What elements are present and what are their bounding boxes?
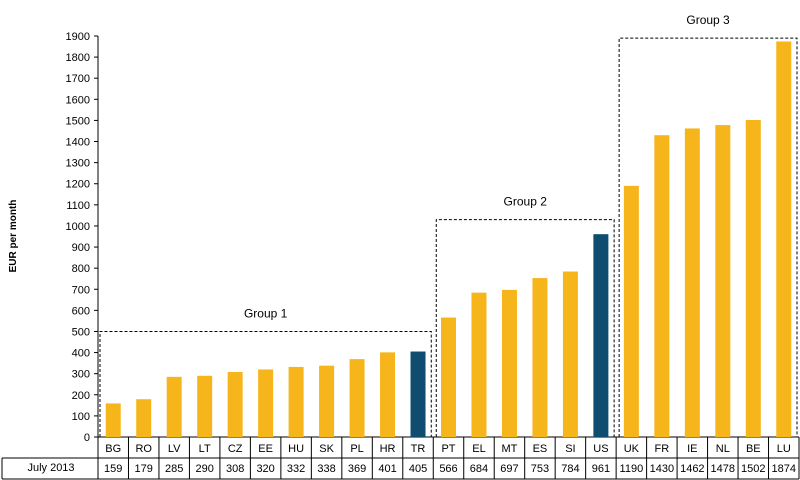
category-label: PL — [350, 443, 363, 455]
value-label: 1430 — [650, 463, 674, 475]
value-label: 753 — [531, 463, 549, 475]
y-tick-label: 1900 — [66, 31, 90, 43]
value-label: 179 — [135, 463, 153, 475]
bar-be — [745, 119, 761, 437]
y-tick-label: 200 — [72, 390, 90, 402]
category-label: RO — [135, 443, 152, 455]
y-tick-label: 700 — [72, 284, 90, 296]
y-tick-label: 300 — [72, 369, 90, 381]
value-label: 1462 — [680, 463, 704, 475]
value-label: 961 — [592, 463, 610, 475]
value-label: 1874 — [772, 463, 796, 475]
value-label: 285 — [165, 463, 183, 475]
bar-ee — [258, 369, 274, 437]
bar-lu — [776, 41, 792, 438]
bar-pt — [441, 317, 456, 437]
value-label: 1502 — [741, 463, 765, 475]
y-tick-label: 0 — [84, 432, 90, 444]
category-label: NL — [716, 443, 730, 455]
y-tick-label: 1100 — [66, 200, 90, 212]
bar-us — [593, 234, 609, 437]
value-label: 697 — [500, 463, 518, 475]
y-axis-label: EUR per month — [8, 200, 19, 273]
value-label: 684 — [470, 463, 488, 475]
y-tick-label: 500 — [72, 326, 90, 338]
value-label: 308 — [226, 463, 244, 475]
value-label: 1190 — [620, 463, 644, 475]
category-label: CZ — [228, 443, 243, 455]
y-tick-label: 600 — [72, 305, 90, 317]
category-label: SI — [565, 443, 575, 455]
group-label: Group 2 — [504, 195, 548, 209]
table-row-label: July 2013 — [27, 462, 74, 474]
bar-es — [532, 278, 548, 437]
y-tick-label: 1500 — [66, 115, 90, 127]
category-label: SK — [319, 443, 334, 455]
bar-si — [562, 271, 578, 437]
category-label: FR — [655, 443, 670, 455]
category-label: TR — [411, 443, 426, 455]
y-tick-label: 900 — [72, 242, 90, 254]
y-tick-label: 1200 — [66, 179, 90, 191]
bar-mt — [501, 289, 517, 437]
group-box — [99, 330, 432, 437]
value-label: 338 — [317, 463, 335, 475]
value-label: 1478 — [711, 463, 735, 475]
y-tick-label: 100 — [72, 411, 90, 423]
value-label: 405 — [409, 463, 427, 475]
bar-uk — [623, 185, 639, 437]
bar-bg — [105, 403, 121, 437]
category-label: IE — [687, 443, 697, 455]
category-label: BG — [105, 443, 121, 455]
group-label: Group 3 — [686, 13, 730, 27]
value-label: 332 — [287, 463, 305, 475]
category-label: US — [593, 443, 608, 455]
y-tick-label: 1600 — [66, 94, 90, 106]
category-label: LV — [168, 443, 181, 455]
bar-pl — [349, 359, 365, 437]
y-tick-label: 1000 — [66, 221, 90, 233]
y-tick-label: 1300 — [66, 158, 90, 170]
category-label: EL — [472, 443, 485, 455]
category-label: HU — [288, 443, 304, 455]
category-label: BE — [746, 443, 761, 455]
bar-nl — [715, 125, 731, 437]
bar-ie — [684, 128, 700, 438]
value-label: 566 — [439, 463, 457, 475]
y-tick-label: 400 — [72, 348, 90, 360]
y-tick-label: 800 — [72, 263, 90, 275]
bar-el — [471, 292, 487, 437]
category-label: PT — [441, 443, 455, 455]
bar-hr — [380, 352, 396, 437]
value-label: 784 — [561, 463, 579, 475]
group-label: Group 1 — [244, 306, 288, 320]
category-label: EE — [258, 443, 273, 455]
bar-hu — [288, 366, 304, 437]
category-label: UK — [624, 443, 640, 455]
category-label: LT — [199, 443, 211, 455]
bar-lt — [197, 375, 213, 437]
bar-lv — [166, 376, 182, 437]
value-label: 290 — [195, 463, 213, 475]
category-label: ES — [533, 443, 548, 455]
value-label: 320 — [256, 463, 274, 475]
bar-sk — [319, 365, 335, 437]
bar-cz — [227, 371, 243, 437]
bar-tr — [410, 351, 426, 437]
y-tick-label: 1800 — [66, 52, 90, 64]
category-label: HR — [380, 443, 396, 455]
category-label: MT — [502, 443, 518, 455]
bar-ro — [136, 399, 152, 437]
bar-fr — [654, 135, 670, 437]
value-label: 159 — [104, 463, 122, 475]
category-label: LU — [777, 443, 791, 455]
value-label: 369 — [348, 463, 366, 475]
group-box — [618, 37, 798, 437]
value-label: 401 — [378, 463, 396, 475]
y-tick-label: 1700 — [66, 73, 90, 85]
y-tick-label: 1400 — [66, 137, 90, 149]
group-box — [435, 219, 615, 437]
